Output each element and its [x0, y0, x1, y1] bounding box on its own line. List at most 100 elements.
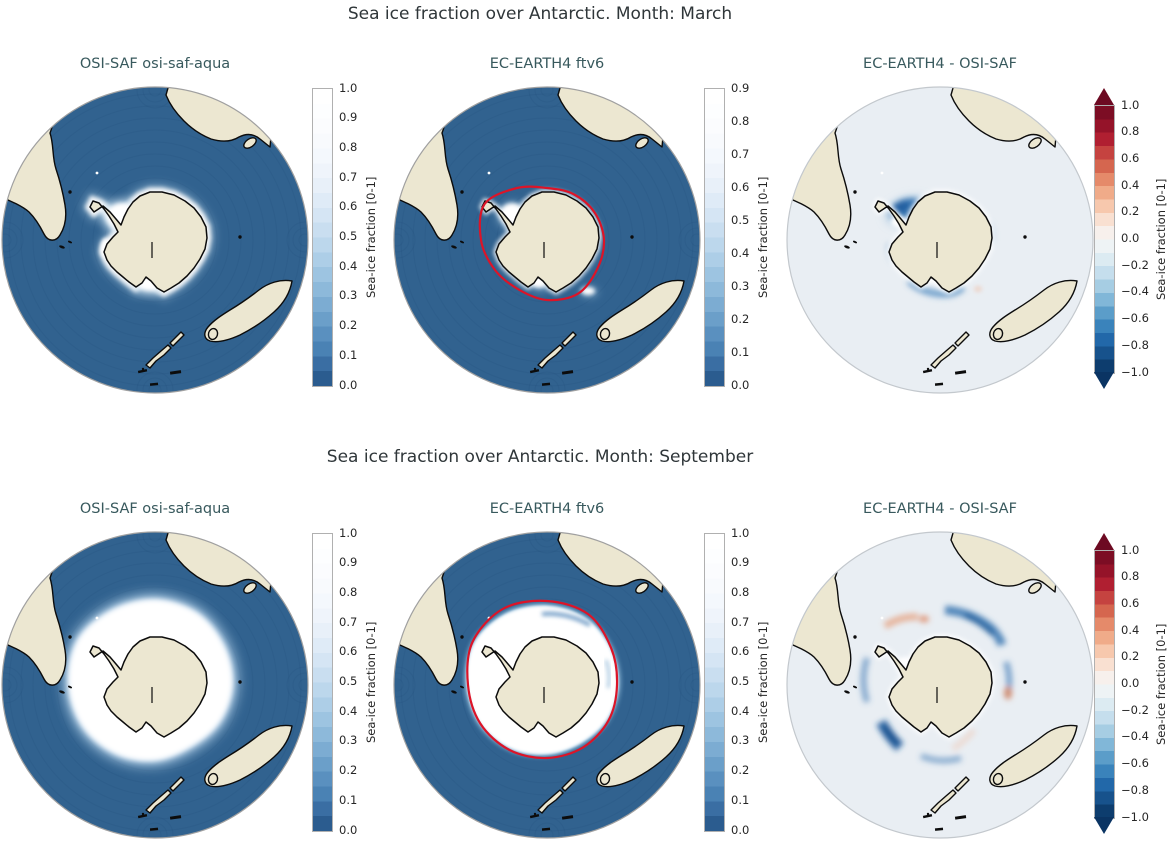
small-islands — [844, 635, 1027, 831]
colorbar-tick: 0.5 — [339, 674, 358, 688]
small-islands — [59, 635, 242, 831]
antarctica — [89, 191, 208, 293]
panel-title-sep-obs: OSI-SAF osi-saf-aqua — [79, 501, 231, 517]
new-zealand-north-island — [954, 776, 970, 792]
colorbar-tick: 1.0 — [731, 525, 750, 540]
colorbar-tick: 0.3 — [731, 733, 750, 748]
map-september-osi-saf — [0, 530, 310, 842]
colorbar-tick: 0.4 — [731, 245, 750, 260]
madagascar — [1028, 137, 1042, 149]
colorbar-tick: −0.4 — [1121, 284, 1149, 299]
colorbar-tick: 0.0 — [731, 822, 750, 837]
colorbar-axis-label: Sea-ice fraction [0-1] — [1154, 177, 1168, 300]
globe-rim — [786, 86, 1094, 394]
antarctica — [874, 191, 993, 293]
colorbar-tick: 1.0 — [339, 525, 358, 540]
new-zealand-south-island — [930, 789, 957, 814]
south-georgia-dot — [880, 616, 884, 620]
antarctica — [481, 191, 600, 293]
tasmania — [599, 327, 611, 341]
colorbar-diverging — [1094, 550, 1115, 819]
colorbar-tick: 0.7 — [339, 169, 358, 184]
colorbar-arrow-up — [1094, 88, 1114, 105]
australia — [596, 279, 685, 343]
madagascar — [243, 582, 257, 594]
map-svg-obs — [1, 531, 309, 839]
colorbar-tick: −0.2 — [1121, 257, 1149, 272]
madagascar — [635, 137, 649, 149]
colorbar-tick: 0.1 — [731, 792, 750, 807]
new-zealand-south-island — [537, 789, 564, 814]
colorbar-tick: 0.6 — [731, 179, 750, 194]
tasmania — [992, 772, 1004, 786]
colorbar-tick: 0.0 — [731, 377, 750, 392]
map-march-osi-saf — [0, 85, 310, 397]
globe-rim — [393, 531, 701, 839]
colorbar-tick: 0.6 — [731, 644, 750, 659]
tasmania — [207, 772, 219, 786]
colorbar-diverging — [1094, 105, 1115, 374]
colorbar-arrow-down — [1094, 817, 1114, 834]
colorbar-blues_0_1 — [704, 533, 725, 832]
colorbar-tick: 0.2 — [1121, 649, 1140, 664]
colorbar-tick: −1.0 — [1121, 364, 1149, 379]
colorbar-tick: 0.9 — [339, 555, 358, 570]
colorbar-tick: 1.0 — [1121, 542, 1140, 557]
colorbar-tick: 0.7 — [339, 614, 358, 629]
colorbar-tick: 0.3 — [339, 288, 358, 303]
colorbar-tick: −0.2 — [1121, 702, 1149, 717]
colorbar-tick: −0.6 — [1121, 311, 1149, 326]
colorbar-tick: 0.2 — [339, 318, 358, 333]
colorbar-tick: 0.4 — [1121, 177, 1140, 192]
colorbar-tick: 0.5 — [339, 229, 358, 243]
colorbar-tick: 0.9 — [339, 110, 358, 125]
small-islands — [451, 635, 634, 831]
colorbar-axis-label: Sea-ice fraction [0-1] — [364, 620, 378, 743]
colorbar-axis-label: Sea-ice fraction [0-1] — [756, 175, 770, 298]
colorbar-tick: 0.8 — [1121, 124, 1140, 139]
graticule-texture — [394, 87, 700, 393]
colorbar-tick: 0.6 — [1121, 595, 1140, 610]
panel-title-march-diff: EC-EARTH4 - OSI-SAF — [863, 56, 1017, 72]
new-zealand-south-island — [145, 789, 172, 814]
colorbar-tick: 0.5 — [731, 212, 750, 227]
colorbar-tick: 0.0 — [1121, 231, 1140, 245]
antarctica — [481, 636, 600, 738]
globe-rim — [1, 86, 309, 394]
australia — [204, 279, 293, 343]
colorbar-tick: 0.4 — [1121, 622, 1140, 637]
antarctica — [874, 636, 993, 738]
colorbar-tick: 0.0 — [339, 377, 358, 392]
colorbar-tick: −0.6 — [1121, 756, 1149, 771]
map-march-difference — [785, 85, 1095, 397]
globe-rim — [786, 531, 1094, 839]
suptitle-march: Sea ice fraction over Antarctic. Month: … — [347, 4, 733, 24]
new-zealand-north-island — [954, 331, 970, 347]
globe-rim — [393, 86, 701, 394]
colorbar-tick: 0.1 — [339, 347, 358, 362]
colorbar-tick: 0.2 — [731, 311, 750, 326]
colorbar-tick: 0.4 — [731, 703, 750, 718]
colorbar-tick: 0.1 — [731, 344, 750, 359]
colorbar-tick: 0.2 — [1121, 204, 1140, 219]
colorbar-arrow-down — [1094, 372, 1114, 389]
south-georgia-dot — [95, 171, 99, 175]
colorbar-tick: −0.4 — [1121, 729, 1149, 744]
colorbar-tick: 0.6 — [339, 199, 358, 214]
antarctica — [89, 636, 208, 738]
new-zealand-north-island — [561, 776, 577, 792]
colorbar-tick: 1.0 — [1121, 97, 1140, 112]
colorbar-tick: 0.8 — [731, 113, 750, 128]
colorbar-tick: 0.2 — [731, 763, 750, 778]
south-georgia-dot — [95, 616, 99, 620]
observed-ice-edge-contour — [466, 599, 619, 760]
tasmania — [207, 327, 219, 341]
small-islands — [844, 190, 1027, 386]
colorbar-tick: 0.4 — [339, 703, 358, 718]
colorbar-tick: 0.8 — [339, 139, 358, 154]
colorbar-tick: −0.8 — [1121, 337, 1149, 352]
panel-title-march-obs: OSI-SAF osi-saf-aqua — [79, 56, 231, 72]
small-islands — [59, 190, 242, 386]
landmasses — [787, 87, 1078, 369]
